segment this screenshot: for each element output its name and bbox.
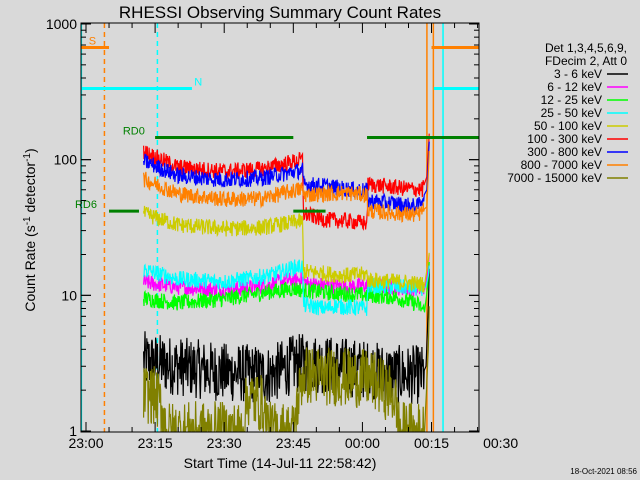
flag-bars: S N RD0 RD6 [75, 36, 479, 213]
plot-frame [80, 22, 480, 433]
x-tick-label-2300: 23:00 [68, 435, 103, 451]
flag-label-rd6: RD6 [75, 199, 97, 211]
y-label-sup2: -1 [22, 153, 33, 162]
series-line-3 [143, 259, 430, 316]
legend-label-5: 100 - 300 keV [527, 132, 602, 146]
legend-label-4: 50 - 100 keV [534, 119, 602, 133]
legend-label-2: 12 - 25 keV [541, 93, 602, 107]
y-tick-label-1000: 1000 [46, 16, 77, 32]
series-line-8 [143, 306, 430, 432]
legend-label-7: 800 - 7000 keV [521, 158, 602, 172]
series-line-6 [143, 141, 430, 214]
y-label-part2: detector [22, 162, 38, 217]
x-tick-label-0015: 00:15 [414, 435, 449, 451]
y-tick-label-100: 100 [54, 152, 78, 168]
x-tick-label-2330: 23:30 [207, 435, 242, 451]
legend-header-line-2: FDecim 2, Att 0 [545, 54, 627, 68]
x-tick-label-2315: 23:15 [138, 435, 173, 451]
chart-title: RHESSI Observing Summary Count Rates [119, 3, 441, 22]
legend-header-line-1: Det 1,3,4,5,6,9, [545, 41, 627, 55]
series-line-2 [143, 261, 430, 313]
x-tick-label-2345: 23:45 [276, 435, 311, 451]
plot-area [81, 23, 444, 432]
footer-date: 18-Oct-2021 08:56 [570, 467, 637, 476]
legend-label-0: 3 - 6 keV [554, 67, 602, 81]
series-line-0 [143, 268, 430, 405]
flag-label-n: N [194, 76, 202, 88]
x-tick-label-0000: 00:00 [345, 435, 380, 451]
series-line-4 [143, 205, 430, 293]
flag-label-rd0: RD0 [123, 126, 145, 138]
legend-label-8: 7000 - 15000 keV [507, 171, 602, 185]
x-tick-label-0030: 00:30 [483, 435, 518, 451]
legend-label-3: 25 - 50 keV [541, 106, 602, 120]
y-label-sup1: -1 [22, 216, 33, 225]
x-axis-label: Start Time (14-Jul-11 22:58:42) [184, 455, 377, 471]
y-tick-label-10: 10 [61, 287, 77, 303]
y-tick-label-1: 1 [69, 423, 77, 439]
flag-label-s: S [89, 36, 96, 48]
y-axis-label: Count Rate (s-1 detector-1) [22, 148, 38, 311]
series-line-7 [143, 150, 430, 223]
y-label-part3: ) [22, 148, 38, 153]
legend-label-6: 300 - 800 keV [527, 145, 602, 159]
y-label-part1: Count Rate (s [22, 225, 38, 311]
axis-ticks: 1 10 100 1000 23:00 23:15 23:30 23:45 00:00 00:15… [46, 16, 519, 451]
legend-label-1: 6 - 12 keV [547, 80, 602, 94]
legend: Det 1,3,4,5,6,9, FDecim 2, Att 0 3 - 6 k… [507, 41, 628, 185]
